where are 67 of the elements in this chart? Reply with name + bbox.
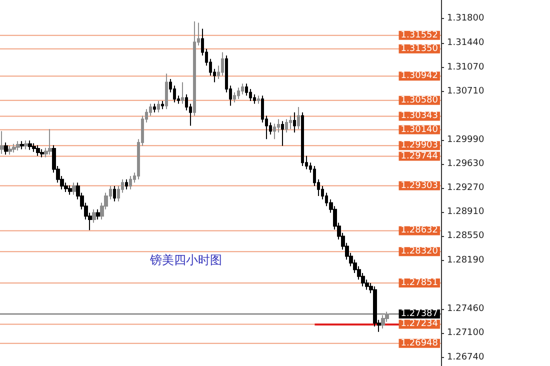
candlestick — [157, 100, 160, 113]
candlestick — [297, 106, 300, 130]
ref-line-label: 1.28320 — [400, 246, 438, 257]
candlestick — [48, 128, 52, 156]
candlestick — [381, 314, 385, 330]
candlestick — [293, 112, 296, 133]
y-tick-label: 1.26740 — [447, 352, 484, 362]
ref-line-label: 1.27851 — [400, 278, 438, 288]
candlestick — [129, 175, 132, 190]
candlestick — [40, 148, 44, 158]
y-tick-label: 1.28550 — [447, 231, 484, 242]
candlestick — [233, 92, 236, 103]
candlestick — [301, 112, 304, 166]
candlestick — [273, 123, 276, 140]
candlestick — [92, 208, 96, 224]
y-tick-label: 1.31070 — [447, 62, 484, 73]
y-tick-label: 1.28190 — [447, 255, 484, 266]
y-tick-label: 1.29270 — [447, 183, 484, 194]
text: 镑美四小时图 — [149, 253, 222, 267]
y-tick-label: 1.29630 — [447, 158, 484, 169]
y-tick-label: 1.30710 — [447, 86, 484, 97]
ref-line-label: 1.30343 — [400, 111, 438, 122]
y-tick-label: 1.27460 — [447, 304, 484, 314]
candlestick — [165, 73, 168, 110]
candlestick — [153, 103, 156, 113]
ref-line-label: 1.29744 — [400, 151, 438, 162]
candlestick — [289, 115, 292, 130]
y-tick-label: 1.31800 — [447, 14, 484, 24]
candlestick — [125, 178, 128, 190]
candlestick — [161, 100, 164, 110]
candlestick — [181, 82, 184, 104]
candlestick — [36, 144, 40, 156]
ref-line-label: 1.27387 — [400, 309, 438, 320]
candlestick — [241, 83, 244, 95]
candlestick — [24, 140, 28, 150]
candlestick — [237, 87, 240, 100]
y-tick-label: 1.29990 — [447, 134, 484, 145]
candlestick — [68, 184, 72, 196]
candlestick — [193, 20, 196, 116]
candlestick — [8, 145, 12, 156]
ref-line-label: 1.30580 — [400, 95, 438, 106]
candlestick — [221, 52, 224, 76]
y-tick-label: 1.27100 — [447, 328, 484, 338]
ref-line-label: 1.31350 — [400, 44, 438, 54]
ref-line-label: 1.31552 — [400, 30, 438, 40]
candlestick — [113, 186, 116, 202]
candlestick — [257, 95, 260, 104]
ref-line-label: 1.26948 — [400, 338, 438, 348]
ref-line-label: 1.30942 — [400, 71, 438, 82]
candlestick — [28, 140, 32, 150]
candlestick — [12, 143, 16, 154]
ref-line-label: 1.30140 — [400, 124, 438, 135]
y-tick-label: 1.28910 — [447, 207, 484, 218]
ref-line-label: 1.28632 — [400, 226, 438, 236]
ref-line-label: 1.29903 — [400, 140, 438, 151]
candlestick — [20, 140, 24, 150]
candlestick — [281, 120, 284, 146]
candlestick — [285, 118, 288, 133]
candlestick — [72, 182, 76, 196]
ref-line-label: 1.27234 — [400, 319, 438, 330]
candlestick — [4, 142, 8, 156]
y-tick-label: 1.31440 — [447, 38, 484, 48]
candlestick — [0, 130, 4, 154]
candlestick — [32, 142, 36, 152]
candlestick — [96, 208, 100, 220]
candlestick — [16, 140, 20, 152]
ref-line-label: 1.29303 — [400, 180, 438, 191]
